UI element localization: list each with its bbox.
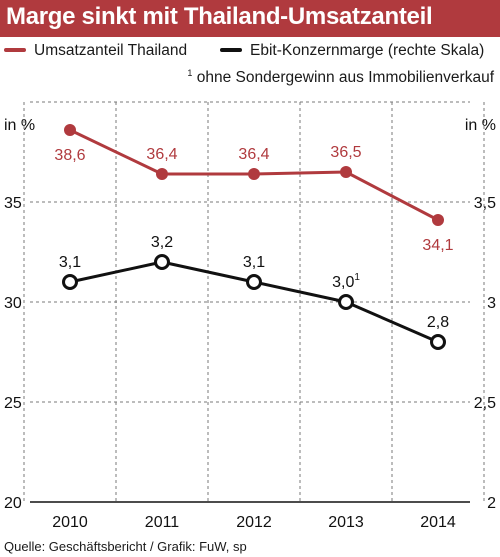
footnote: 1 ohne Sondergewinn aus Immobilienverkau…	[187, 68, 494, 87]
chart-title: Marge sinkt mit Thailand-Umsatzanteil	[6, 3, 433, 30]
series	[62, 124, 446, 350]
grid	[23, 101, 485, 502]
right-tick-label-0: 2	[487, 495, 496, 512]
x-tick-label-2010: 2010	[52, 514, 88, 531]
axes: in % in % 20 25 30 35 2 2,5 3 3,5 2010 2011 2012 2013…	[4, 117, 496, 531]
data-label-0-2012: 36,4	[238, 146, 269, 163]
right-tick-label-3: 3,5	[474, 195, 496, 212]
left-tick-label-2: 30	[4, 295, 22, 312]
series-0-point-2010	[64, 124, 76, 136]
legend-swatch-marge	[220, 47, 242, 52]
data-label-1-2013: 3,01	[332, 272, 360, 291]
series-1-point-2011	[154, 254, 170, 270]
data-label-1-2011: 3,2	[151, 234, 173, 251]
right-tick-label-1: 2,5	[474, 395, 496, 412]
data-label-1-2014: 2,8	[427, 314, 449, 331]
data-label-0-2010: 38,6	[54, 147, 85, 164]
data-label-0-2011: 36,4	[146, 146, 177, 163]
series-0-point-2014	[432, 214, 444, 226]
legend-label-thailand: Umsatzanteil Thailand	[34, 42, 188, 59]
series-0-point-2013	[340, 166, 352, 178]
data-labels: 38,6 36,4 36,4 36,5 34,1 3,1 3,2 3,1 3,01 2,8	[54, 144, 453, 331]
series-0-point-2011	[156, 168, 168, 180]
legend-item-marge: Ebit-Konzernmarge (rechte Skala)	[220, 42, 484, 60]
left-axis-unit: in %	[4, 117, 35, 134]
series-1-point-2014	[430, 334, 446, 350]
x-tick-label-2013: 2013	[328, 514, 364, 531]
title-bar: Marge sinkt mit Thailand-Umsatzanteil	[0, 0, 500, 37]
footnote-marker: 1	[187, 68, 193, 78]
data-label-0-2014: 34,1	[422, 237, 453, 254]
data-label-footnote-marker: 1	[354, 272, 360, 283]
footnote-text: ohne Sondergewinn aus Immobilienverkauf	[196, 69, 494, 87]
x-tick-label-2011: 2011	[145, 514, 180, 531]
left-tick-label-3: 35	[4, 195, 22, 212]
data-label-1-2012: 3,1	[243, 254, 265, 271]
left-tick-label-1: 25	[4, 395, 22, 412]
data-label-0-2013: 36,5	[330, 144, 361, 161]
source-note: Quelle: Geschäftsbericht / Grafik: FuW, …	[4, 539, 247, 554]
series-1-point-2010	[62, 274, 78, 290]
series-0-point-2012	[248, 168, 260, 180]
x-tick-label-2014: 2014	[420, 514, 456, 531]
right-axis-unit: in %	[465, 117, 496, 134]
legend-label-marge: Ebit-Konzernmarge (rechte Skala)	[250, 42, 485, 59]
right-tick-label-2: 3	[487, 295, 496, 312]
x-tick-label-2012: 2012	[236, 514, 272, 531]
series-1-point-2013	[338, 294, 354, 310]
legend-swatch-thailand	[4, 47, 26, 52]
legend-item-thailand: Umsatzanteil Thailand	[4, 42, 187, 60]
left-tick-label-0: 20	[4, 495, 22, 512]
data-label-1-2010: 3,1	[59, 254, 81, 271]
series-1-point-2012	[246, 274, 262, 290]
